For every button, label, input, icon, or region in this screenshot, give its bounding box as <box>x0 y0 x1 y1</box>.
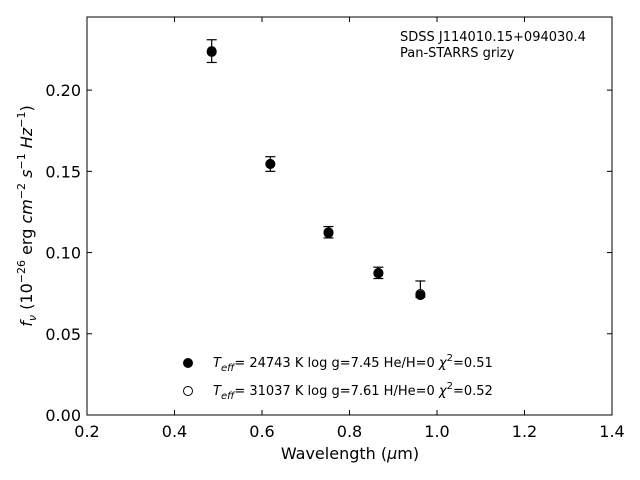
data-point-filled <box>415 290 426 301</box>
y-axis-label: fν (10−26 erg cm−2 s−1 Hz−1) <box>15 105 39 326</box>
annotation-photometry: Pan-STARRS grizy <box>400 46 515 61</box>
y-tick-label: 0.10 <box>45 244 81 263</box>
x-tick-label: 1.0 <box>424 422 449 441</box>
y-tick-label: 0.05 <box>45 325 81 344</box>
y-tick-label: 0.00 <box>45 406 81 425</box>
y-axis-ticks: 0.00 0.05 0.10 0.15 0.20 <box>45 81 612 425</box>
legend: Teff= 24743 K log g=7.45 He/H=0 χ2=0.51 … <box>183 353 493 402</box>
x-tick-label: 1.2 <box>512 422 537 441</box>
error-bars <box>206 39 426 298</box>
legend-marker-filled <box>183 358 193 368</box>
x-tick-label: 0.4 <box>162 422 187 441</box>
legend-entry-2: Teff= 31037 K log g=7.61 H/He=0 χ2=0.52 <box>213 381 493 402</box>
data-markers <box>206 46 426 301</box>
x-tick-label: 0.2 <box>74 422 99 441</box>
x-tick-label: 0.6 <box>249 422 274 441</box>
y-tick-label: 0.20 <box>45 81 81 100</box>
x-tick-label: 1.4 <box>599 422 624 441</box>
data-point-filled <box>323 227 334 238</box>
x-tick-label: 0.8 <box>337 422 362 441</box>
x-axis-ticks: 0.2 0.4 0.6 0.8 1.0 1.2 1.4 <box>74 17 625 441</box>
data-point-filled <box>265 159 276 170</box>
legend-entry-1: Teff= 24743 K log g=7.45 He/H=0 χ2=0.51 <box>213 353 493 374</box>
annotation-object-name: SDSS J114010.15+094030.4 <box>400 30 586 45</box>
y-tick-label: 0.15 <box>45 162 81 181</box>
data-point-filled <box>206 46 217 57</box>
data-point-filled <box>373 267 384 278</box>
x-axis-label: Wavelength (μm) <box>281 444 419 463</box>
legend-marker-open <box>183 386 193 396</box>
